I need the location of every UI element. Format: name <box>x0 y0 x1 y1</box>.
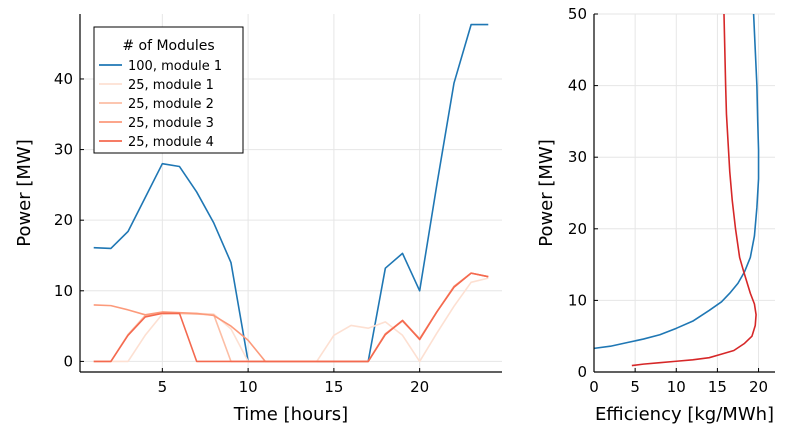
left-x-axis-label: Time [hours] <box>233 404 348 425</box>
right-x-tick-label: 5 <box>630 378 640 396</box>
right-y-tick-label: 40 <box>568 77 587 95</box>
legend-label-1: 100, module 1 <box>128 59 222 74</box>
left-series-line-3 <box>93 272 489 363</box>
right-y-tick-label: 30 <box>568 148 587 166</box>
left-chart: 5 10 15 20 0 10 20 30 40 Time [hours] Power [MW]… <box>14 14 502 425</box>
right-y-axis-label: Power [MW] <box>536 139 557 247</box>
legend-label-4: 25, module 3 <box>128 116 214 131</box>
left-y-tick-label: 20 <box>54 211 73 229</box>
right-x-tick-label: 10 <box>667 378 686 396</box>
left-x-tick-label: 20 <box>410 378 429 396</box>
left-y-tick-label: 30 <box>54 141 73 159</box>
legend-title: # of Modules <box>122 38 214 54</box>
left-y-tick-label: 0 <box>63 352 73 370</box>
right-x-axis-label: Efficiency [kg/MWh] <box>595 404 774 425</box>
left-ticks: 5 10 15 20 0 10 20 30 40 <box>54 70 429 396</box>
left-x-tick-label: 10 <box>239 378 258 396</box>
right-x-tick-label: 20 <box>749 378 768 396</box>
left-series-line-5 <box>93 272 489 363</box>
right-x-tick-label: 15 <box>708 378 727 396</box>
legend-entries: 100, module 1 25, module 1 25, module 2 25,… <box>99 59 222 150</box>
right-series-line-1 <box>593 13 760 350</box>
right-y-tick-label: 20 <box>568 220 587 238</box>
legend-box <box>93 26 244 154</box>
right-ticks: 0 5 10 15 20 0 10 20 30 40 50 <box>568 5 768 396</box>
left-series <box>93 23 489 363</box>
left-axes <box>79 14 502 373</box>
right-series <box>593 13 760 367</box>
left-x-tick-label: 15 <box>324 378 343 396</box>
legend-label-3: 25, module 2 <box>128 97 214 112</box>
legend-label-2: 25, module 1 <box>128 78 214 93</box>
right-grid <box>593 13 775 373</box>
left-y-tick-label: 10 <box>54 282 73 300</box>
legend-label-5: 25, module 4 <box>128 135 214 150</box>
legend: # of Modules 100, module 1 25, module 1 25… <box>93 26 244 154</box>
left-y-axis-label: Power [MW] <box>14 139 35 247</box>
right-x-tick-label: 0 <box>589 378 599 396</box>
right-y-tick-label: 0 <box>577 363 587 381</box>
left-x-tick-label: 5 <box>158 378 168 396</box>
right-y-tick-label: 10 <box>568 291 587 309</box>
right-axes <box>593 14 775 373</box>
right-y-tick-label: 50 <box>568 5 587 23</box>
left-series-line-4 <box>93 272 489 363</box>
right-series-line-2 <box>631 13 757 367</box>
left-y-tick-label: 40 <box>54 70 73 88</box>
